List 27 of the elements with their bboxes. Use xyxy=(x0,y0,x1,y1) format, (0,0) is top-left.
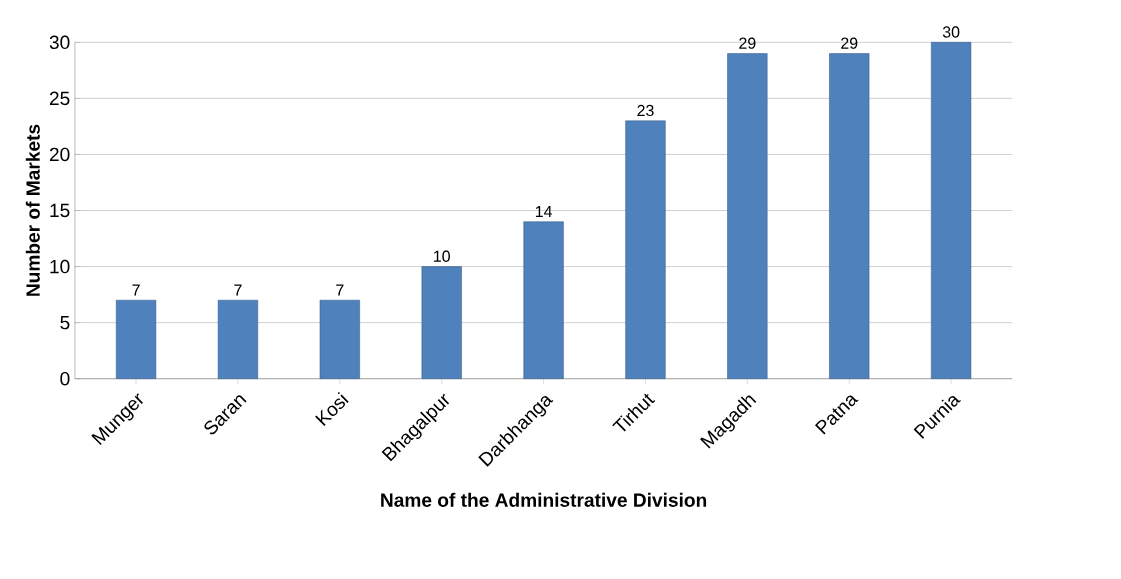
y-tick-label: 10 xyxy=(50,259,70,274)
bar xyxy=(115,299,157,379)
data-label: 30 xyxy=(942,26,960,38)
y-tick-label: 30 xyxy=(49,35,70,50)
bar xyxy=(931,42,972,379)
data-label: 14 xyxy=(535,206,552,218)
data-label: 23 xyxy=(637,104,654,117)
data-label: 7 xyxy=(234,284,242,296)
y-tick-label: 5 xyxy=(60,315,70,330)
bar xyxy=(319,299,360,379)
data-label: 7 xyxy=(132,284,140,296)
y-tick-label: 25 xyxy=(49,91,70,106)
bar xyxy=(421,266,462,379)
x-axis-title: Name of the Administrative Division xyxy=(381,492,707,507)
data-label: 29 xyxy=(841,37,858,49)
data-label: 10 xyxy=(434,250,450,262)
bar xyxy=(727,53,768,379)
data-label: 29 xyxy=(739,37,756,49)
data-label: 7 xyxy=(336,284,344,296)
bar xyxy=(217,299,259,379)
y-tick-label: 20 xyxy=(49,147,70,162)
bar xyxy=(829,53,870,379)
y-tick-label: 0 xyxy=(60,371,70,386)
y-tick-label: 15 xyxy=(50,203,70,218)
bar xyxy=(523,221,564,379)
bar xyxy=(625,120,666,379)
y-axis-title: Number of Markets xyxy=(25,124,40,296)
